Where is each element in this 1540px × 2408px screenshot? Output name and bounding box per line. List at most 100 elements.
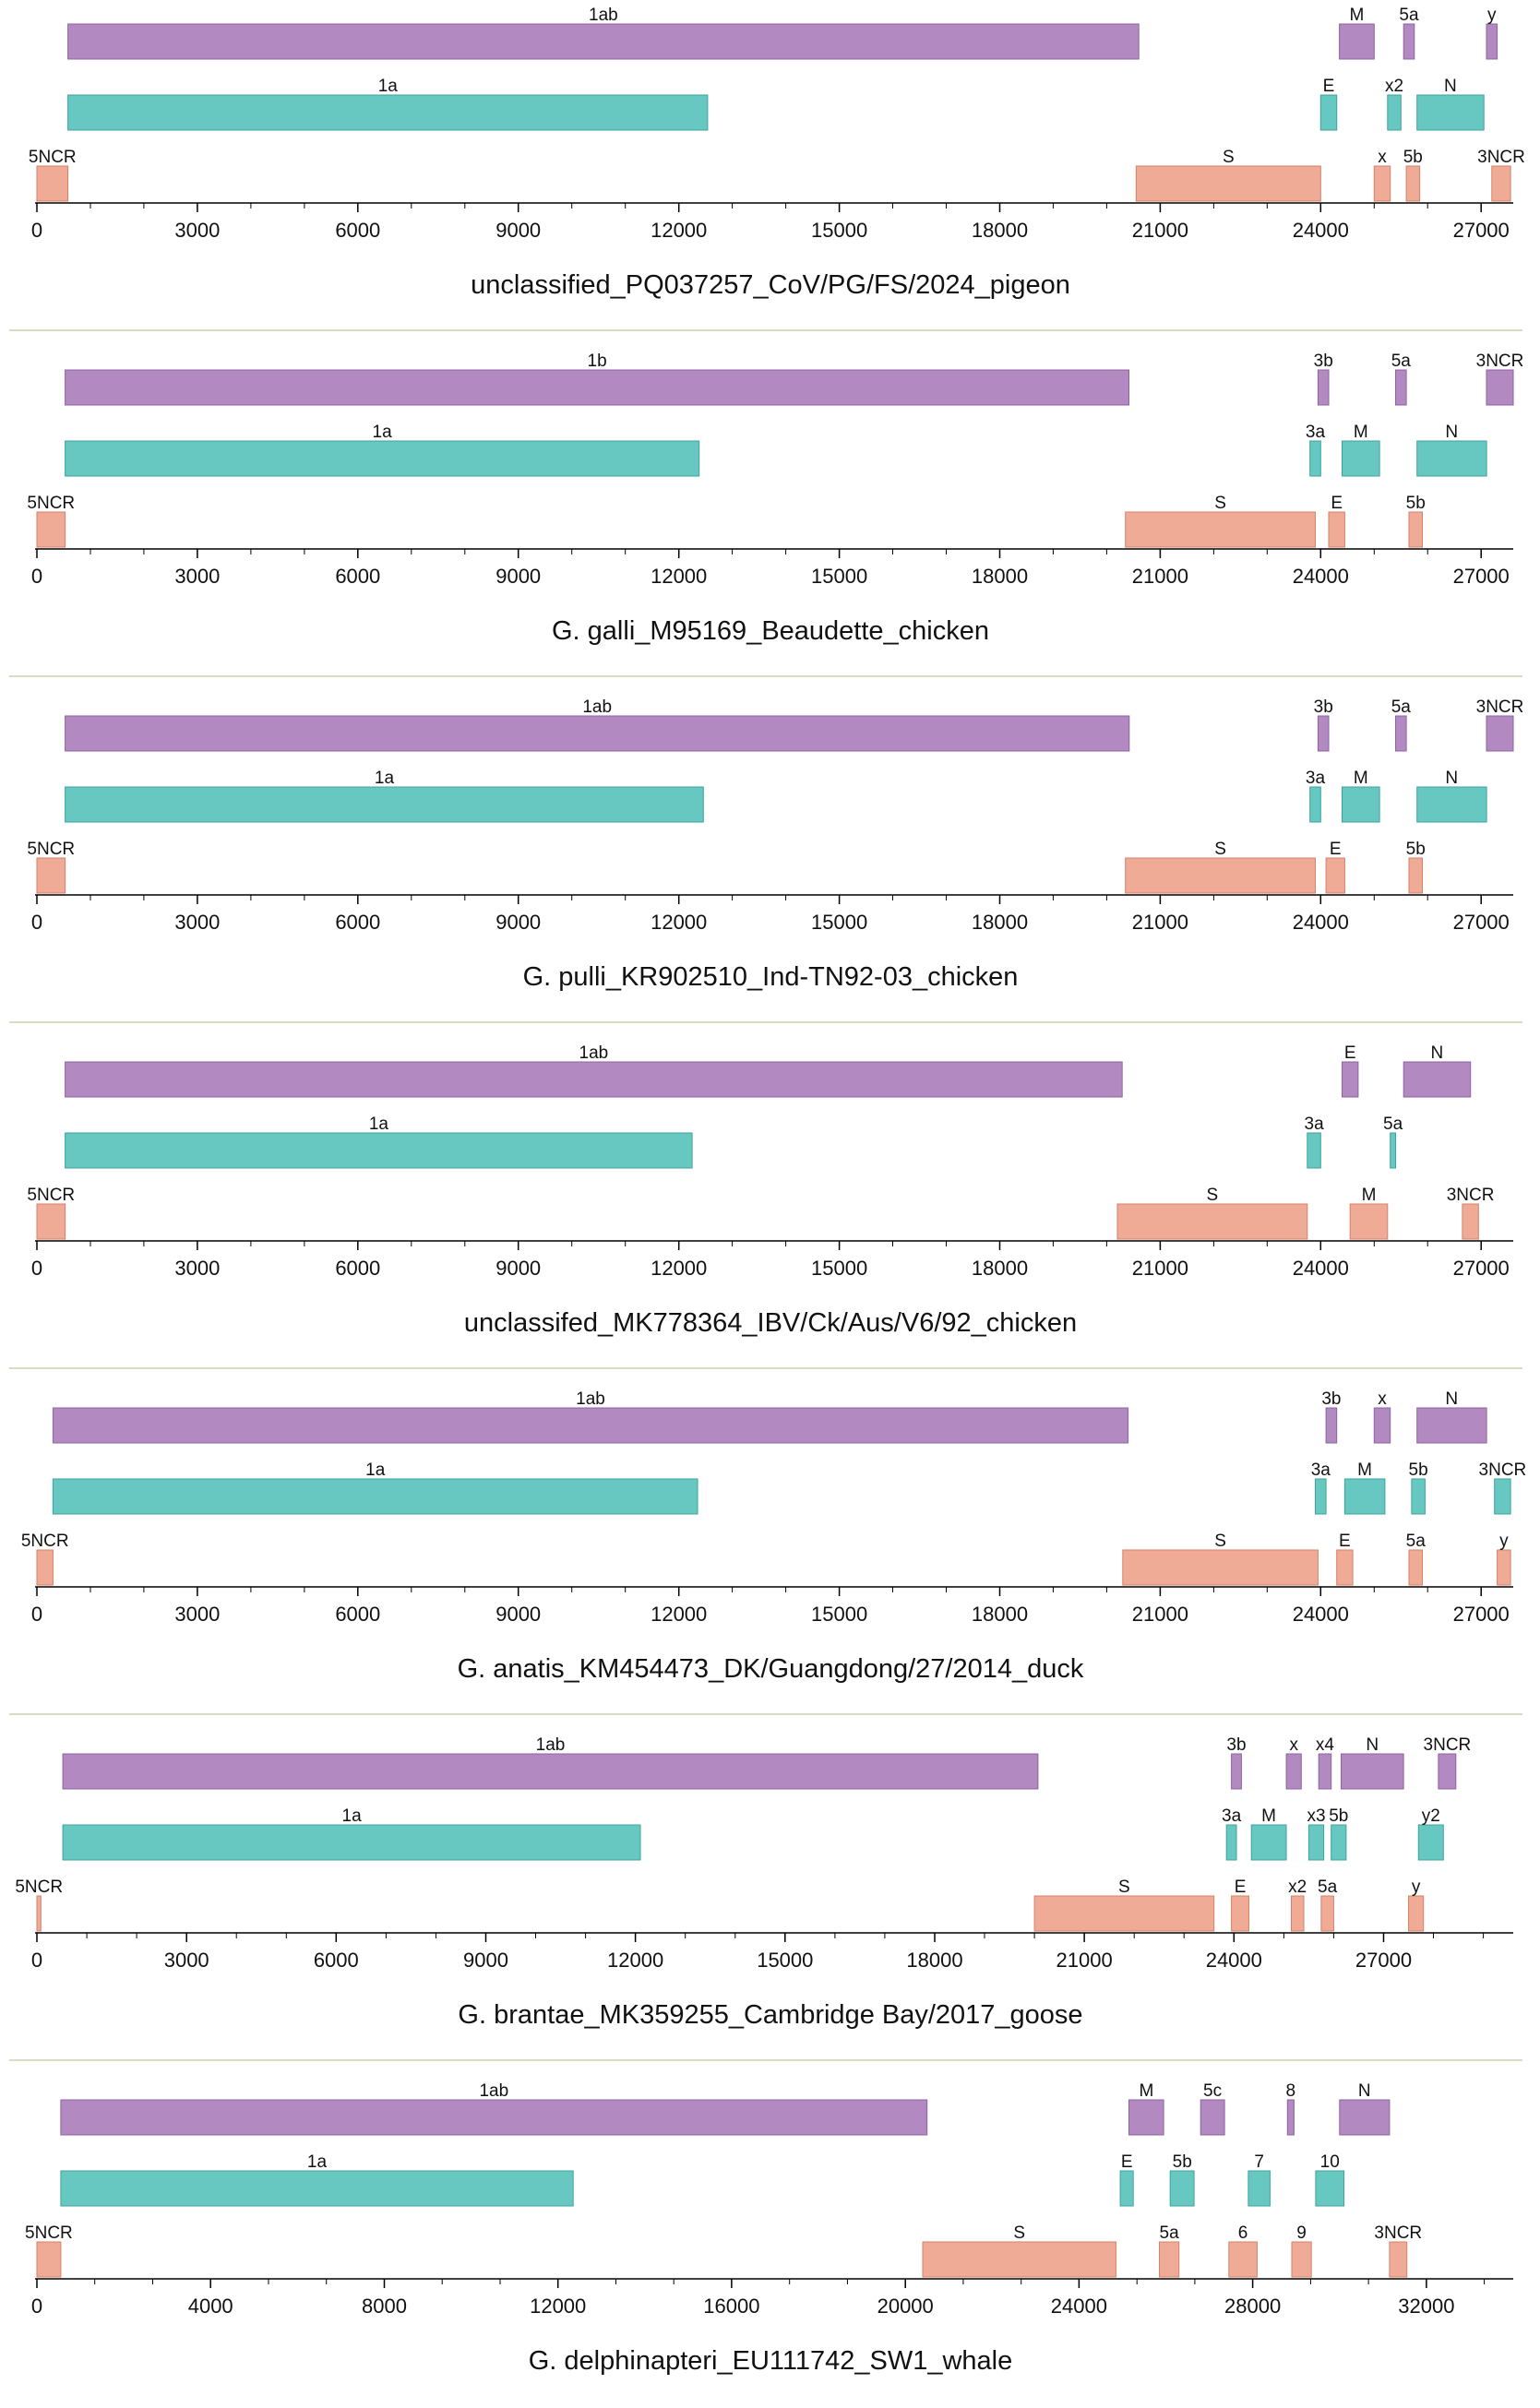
gene-bar-S [922, 2241, 1116, 2278]
tick-label: 21000 [1132, 1257, 1188, 1280]
tick-label: 3000 [164, 1949, 209, 1972]
gene-bar-5NCR [36, 1203, 66, 1240]
gene-label: 1ab [479, 2081, 508, 2101]
gene-label: 3b [1314, 697, 1333, 717]
gene-bar-y [1497, 1549, 1511, 1586]
gene-bar-5a [1408, 1549, 1423, 1586]
gene-bar-3a [1225, 1824, 1237, 1861]
gene-bar-3b [1325, 1407, 1338, 1444]
gene-label: S [1214, 494, 1226, 513]
gene-label: 5a [1391, 697, 1412, 717]
tick-label: 18000 [972, 1603, 1028, 1626]
gene-bar-E [1328, 511, 1345, 548]
gene-bar-3NCR [1494, 1478, 1511, 1515]
gene-label: 5NCR [27, 494, 75, 513]
gene-label: M [1349, 6, 1364, 25]
tick-label: 32000 [1398, 2295, 1454, 2318]
gene-label: 1a [375, 769, 395, 788]
tick-label: 21000 [1132, 219, 1188, 242]
gene-bar-M [1343, 1478, 1386, 1515]
gene-label: 3NCR [1477, 148, 1525, 167]
tick-label: 4000 [188, 2295, 233, 2318]
gene-label: 3a [1306, 769, 1326, 788]
gene-label: 3a [1311, 1460, 1331, 1480]
gene-label: S [1223, 148, 1235, 167]
gene-label: E [1331, 494, 1343, 513]
gene-bar-x2 [1291, 1895, 1305, 1932]
gene-bar-3a [1315, 1478, 1327, 1515]
tick-label: 18000 [972, 565, 1028, 588]
gene-bar-N [1341, 1753, 1404, 1790]
gene-bar-1a [65, 786, 704, 823]
gene-label: M [1261, 1806, 1276, 1826]
gene-label: 3NCR [1479, 1460, 1527, 1480]
gene-bar-E [1231, 1895, 1249, 1932]
tick-label: 12000 [651, 911, 707, 934]
tick-label: 0 [31, 2295, 42, 2318]
gene-label: x2 [1385, 77, 1403, 96]
gene-bar-1ab [62, 1753, 1039, 1790]
tick-label: 9000 [495, 911, 541, 934]
gene-bar-N [1403, 1061, 1472, 1098]
gene-bar-N [1416, 786, 1487, 823]
tick-label: 8000 [362, 2295, 407, 2318]
gene-bar-M [1349, 1203, 1389, 1240]
gene-label: N [1366, 1735, 1379, 1755]
panel-title: G. anatis_KM454473_DK/Guangdong/27/2014_… [458, 1654, 1084, 1684]
tick-label: 12000 [651, 1603, 707, 1626]
gene-label: 1ab [536, 1735, 566, 1755]
tick-label: 27000 [1453, 911, 1510, 934]
gene-label: y2 [1422, 1806, 1440, 1826]
gene-label: 5NCR [15, 1878, 63, 1897]
gene-label: 5a [1406, 1532, 1427, 1551]
tick-label: 12000 [651, 1257, 707, 1280]
gene-bar-5NCR [36, 857, 66, 894]
gene-label: 5b [1173, 2152, 1192, 2172]
gene-label: E [1339, 1532, 1351, 1551]
gene-label: 8 [1286, 2081, 1296, 2101]
tick-label: 21000 [1057, 1949, 1113, 1972]
gene-label: S [1118, 1878, 1130, 1897]
tick-label: 0 [31, 565, 42, 588]
tick-label: 18000 [972, 219, 1028, 242]
gene-label: 1a [369, 1115, 389, 1134]
gene-label: 3a [1306, 423, 1326, 442]
tick-label: 9000 [495, 565, 541, 588]
tick-label: 3000 [174, 1257, 220, 1280]
panel-title: unclassified_PQ037257_CoV/PG/FS/2024_pig… [471, 270, 1070, 300]
gene-label: 1a [373, 423, 393, 442]
gene-bar-S [1125, 511, 1316, 548]
tick-label: 15000 [811, 565, 867, 588]
tick-label: 9000 [495, 1603, 541, 1626]
tick-label: 24000 [1206, 1949, 1262, 1972]
gene-label: E [1235, 1878, 1247, 1897]
gene-bar-3a [1309, 440, 1321, 477]
gene-bar-1a [60, 2170, 574, 2207]
gene-bar-M [1342, 786, 1380, 823]
gene-bar-E [1342, 1061, 1359, 1098]
gene-bar-1ab [60, 2099, 928, 2136]
gene-bar-5NCR [36, 2241, 62, 2278]
gene-bar-S [1135, 165, 1321, 202]
gene-bar-1a [65, 440, 700, 477]
gene-bar-E [1319, 94, 1338, 131]
gene-label: S [1013, 2223, 1025, 2243]
tick-label: 3000 [174, 1603, 220, 1626]
panel-title: unclassifed_MK778364_IBV/Ck/Aus/V6/92_ch… [464, 1308, 1077, 1338]
gene-bar-5NCR [36, 1895, 42, 1932]
tick-label: 6000 [335, 1257, 380, 1280]
gene-bar-1ab [52, 1407, 1129, 1444]
gene-bar-S [1116, 1203, 1308, 1240]
gene-label: 1a [307, 2152, 328, 2172]
tick-label: 27000 [1355, 1949, 1412, 1972]
tick-label: 18000 [972, 1257, 1028, 1280]
gene-bar-E [1325, 857, 1345, 894]
tick-label: 6000 [314, 1949, 359, 1972]
gene-bar-S [1033, 1895, 1215, 1932]
gene-bar-3b [1317, 715, 1330, 752]
gene-bar-5a [1159, 2241, 1180, 2278]
gene-bar-1ab [65, 715, 1130, 752]
gene-bar-1a [52, 1478, 698, 1515]
gene-label: 1a [365, 1460, 386, 1480]
